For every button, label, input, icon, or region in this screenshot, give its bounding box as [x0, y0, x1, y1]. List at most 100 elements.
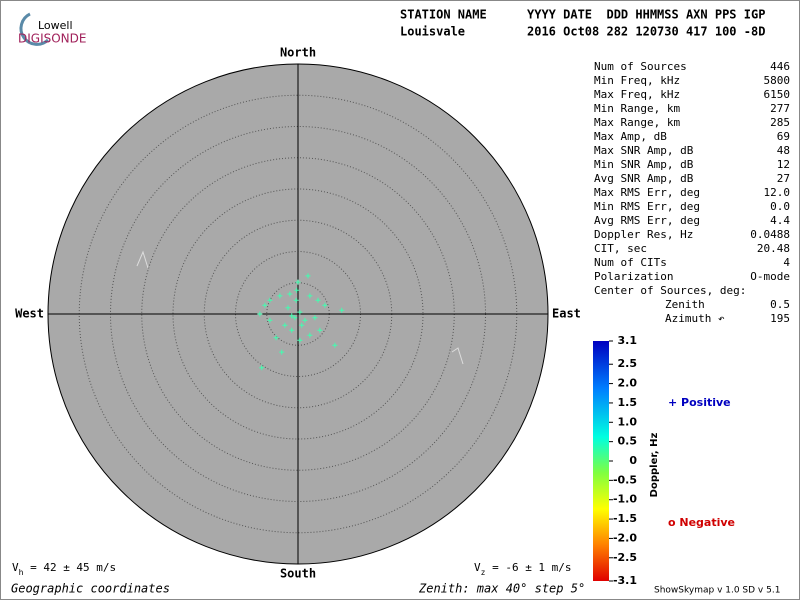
colorbar — [593, 341, 609, 581]
stat-value: O-mode — [750, 270, 790, 283]
stat-value: 12 — [777, 158, 790, 171]
stat-label: CIT, sec — [594, 242, 647, 255]
stat-value: 20.48 — [757, 242, 790, 255]
logo-arc — [19, 12, 50, 46]
stat-value: 0.0 — [770, 200, 790, 213]
point — [285, 305, 291, 311]
version: ShowSkymap v 1.0 SD v 5.1 — [654, 586, 780, 596]
point — [297, 337, 303, 343]
stat-label: Center of Sources, deg: — [594, 284, 746, 297]
point — [293, 297, 299, 303]
stat-label: Num of CITs — [594, 256, 667, 269]
colorbar-label: -1.0 — [613, 493, 637, 506]
point — [299, 322, 305, 328]
point — [295, 279, 301, 285]
header-label: STATION NAME — [400, 8, 487, 22]
stat-value: 5800 — [764, 74, 791, 87]
colorbar-label: -3.1 — [613, 574, 637, 587]
point — [292, 315, 298, 321]
legend-negative: o Negative — [668, 516, 735, 529]
point — [289, 327, 295, 333]
stat-label: Min Range, km — [594, 102, 680, 115]
point — [305, 273, 311, 279]
stat-value: 277 — [770, 102, 790, 115]
point — [312, 315, 318, 321]
velocity: Vh = 42 ± 45 m/s — [12, 561, 116, 577]
point — [297, 309, 303, 315]
stat-value: 6150 — [764, 88, 791, 101]
record: 2016 Oct08 282 120730 417 100 -8D — [527, 25, 765, 39]
velocity-part: = -6 ± 1 m/s — [485, 561, 571, 574]
point — [262, 302, 268, 308]
marker — [451, 347, 464, 365]
point — [282, 322, 288, 328]
stat-value: 0.0488 — [750, 228, 790, 241]
colorbar-label: 0 — [629, 454, 637, 467]
stat-label: Avg SNR Amp, dB — [594, 172, 694, 185]
colorbar-label: -2.0 — [613, 531, 637, 544]
velocity-part: z — [481, 568, 486, 577]
stat-value: 27 — [777, 172, 790, 185]
colorbar-label: -1.5 — [613, 512, 637, 525]
compass: West — [15, 307, 44, 321]
point — [322, 302, 328, 308]
stat-label: Avg RMS Err, deg — [594, 214, 700, 227]
velocity-part: = 42 ± 45 m/s — [23, 561, 116, 574]
stat-value: 69 — [777, 130, 790, 143]
point — [315, 297, 321, 303]
stat-label: Azimuth ↶ — [665, 312, 725, 325]
stat-label: Zenith — [665, 298, 705, 311]
legend-positive: + Positive — [668, 396, 731, 409]
stat-label: Max SNR Amp, dB — [594, 144, 694, 157]
point — [289, 313, 295, 319]
velocity-part: V — [474, 561, 481, 574]
stat-value: 0.5 — [770, 298, 790, 311]
stat-value: 285 — [770, 116, 790, 129]
stat-value: 48 — [777, 144, 790, 157]
velocity: Vz = -6 ± 1 m/s — [474, 561, 572, 577]
stat-label: Num of Sources — [594, 60, 687, 73]
stat-label: Max RMS Err, deg — [594, 186, 700, 199]
point — [307, 332, 313, 338]
point — [294, 287, 300, 293]
point — [302, 317, 308, 323]
point — [339, 307, 345, 313]
compass: South — [280, 567, 316, 581]
stat-value: 195 — [770, 312, 790, 325]
marker — [136, 250, 149, 269]
stat-value: 4 — [783, 256, 790, 269]
stat-label: Min Freq, kHz — [594, 74, 680, 87]
stat-label: Min SNR Amp, dB — [594, 158, 694, 171]
stat-value: 4.4 — [770, 214, 790, 227]
compass: East — [552, 307, 581, 321]
logo: Lowell — [38, 19, 73, 32]
compass: North — [280, 46, 316, 60]
velocity-part: V — [12, 561, 19, 574]
stat-label: Min RMS Err, deg — [594, 200, 700, 213]
point — [257, 311, 263, 317]
stat-label: Polarization — [594, 270, 673, 283]
colorbar-title: Doppler, Hz — [649, 433, 660, 498]
header-label: YYYY DATE DDD HHMMSS AXN PPS IGP — [527, 8, 765, 22]
station: Louisvale — [400, 25, 465, 39]
colorbar-label: 1.5 — [618, 396, 638, 409]
colorbar-label: 3.1 — [618, 334, 638, 347]
colorbar-label: 2.0 — [618, 377, 638, 390]
logo: DIGISONDE — [18, 32, 86, 46]
stat-label: Max Freq, kHz — [594, 88, 680, 101]
velocity-part: h — [19, 568, 24, 577]
coords: Geographic coordinates — [11, 582, 170, 596]
point — [259, 365, 265, 371]
point — [267, 297, 273, 303]
stat-value: 446 — [770, 60, 790, 73]
point — [332, 342, 338, 348]
zenith-note: Zenith: max 40° step 5° — [418, 582, 585, 596]
point — [317, 327, 323, 333]
colorbar-label: 2.5 — [618, 357, 638, 370]
point — [277, 293, 283, 299]
colorbar-label: -2.5 — [613, 551, 637, 564]
stat-label: Max Amp, dB — [594, 130, 667, 143]
stat-value: 12.0 — [764, 186, 791, 199]
point — [307, 293, 313, 299]
